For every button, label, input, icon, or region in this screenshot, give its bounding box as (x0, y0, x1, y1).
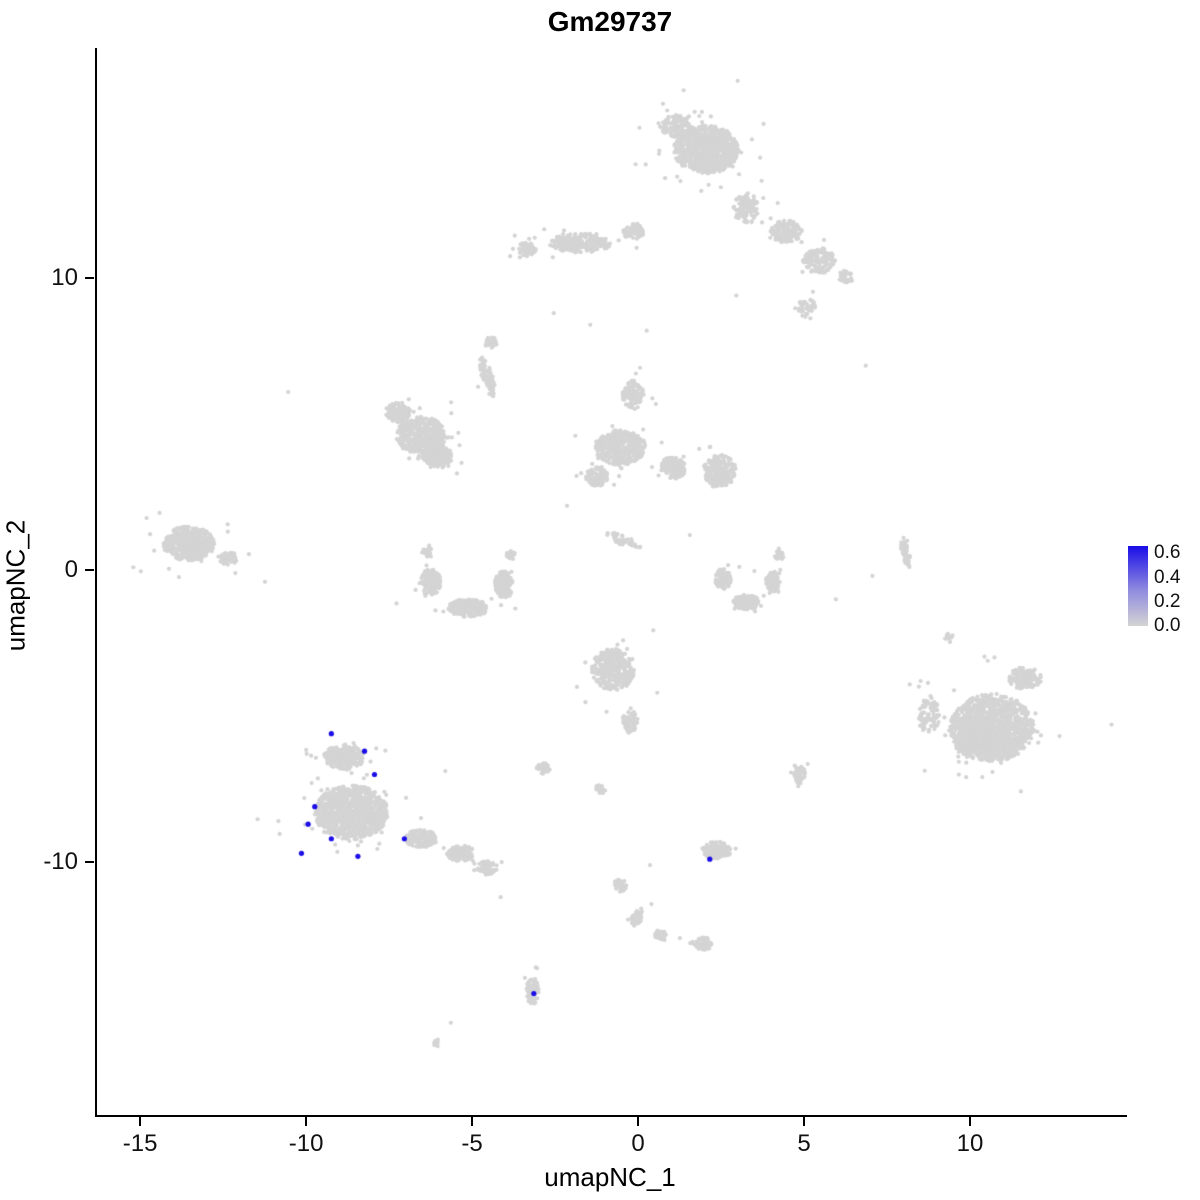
x-tick-mark (139, 1117, 142, 1126)
plot-title: Gm29737 (547, 6, 673, 37)
y-tick-label: -10 (43, 848, 78, 876)
x-tick-mark (803, 1117, 806, 1126)
colorbar-tick-label: 0.2 (1154, 590, 1181, 612)
x-tick-label: -5 (461, 1130, 483, 1157)
y-axis-title: umapNC_2 (0, 519, 31, 652)
colorbar-tick-label: 0.4 (1154, 566, 1181, 588)
plot-panel (95, 48, 1127, 1117)
y-tick-label: 10 (51, 264, 78, 292)
x-tick-mark (637, 1117, 640, 1126)
colorbar-tick-label: 0.0 (1154, 615, 1181, 636)
x-tick-label: 0 (631, 1130, 645, 1157)
x-tick-mark (968, 1117, 971, 1126)
x-tick-label: -15 (122, 1130, 158, 1157)
y-tick-mark (85, 569, 94, 572)
x-tick-label: -10 (288, 1130, 324, 1157)
x-axis-title: umapNC_1 (544, 1162, 676, 1192)
colorbar-legend: 0.6 0.4 0.2 0.0 (1128, 540, 1200, 640)
y-tick-label: 0 (64, 556, 78, 584)
colorbar-tick-label: 0.6 (1154, 542, 1181, 564)
y-tick-mark (85, 861, 94, 864)
x-tick-mark (471, 1117, 474, 1126)
scatter-canvas (97, 48, 1127, 1115)
colorbar-gradient (1128, 546, 1148, 626)
x-tick-label: 10 (956, 1130, 984, 1157)
x-tick-mark (305, 1117, 308, 1126)
x-tick-label: 5 (797, 1130, 811, 1157)
y-tick-mark (85, 277, 94, 280)
